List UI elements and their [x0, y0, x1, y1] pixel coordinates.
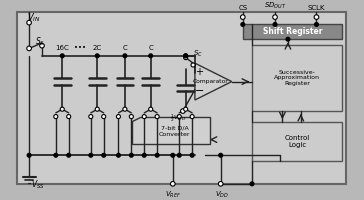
Text: Shift Register: Shift Register [263, 27, 322, 36]
Text: 16C: 16C [55, 45, 69, 51]
Circle shape [184, 54, 187, 58]
Circle shape [181, 109, 185, 113]
Circle shape [123, 54, 127, 58]
Circle shape [314, 23, 318, 26]
Circle shape [130, 153, 133, 157]
Circle shape [190, 115, 194, 119]
Circle shape [241, 15, 245, 19]
Circle shape [102, 153, 106, 157]
Polygon shape [132, 117, 210, 144]
Circle shape [60, 107, 64, 111]
Circle shape [54, 153, 58, 157]
Circle shape [102, 115, 106, 119]
Circle shape [177, 153, 181, 157]
Bar [243, 24, 342, 39]
Text: $\frac{1}{2}V_{DD}$: $\frac{1}{2}V_{DD}$ [170, 112, 186, 124]
Text: C: C [148, 45, 153, 51]
Text: •••: ••• [74, 45, 86, 51]
Circle shape [149, 107, 153, 111]
Text: $V_{DD}$: $V_{DD}$ [215, 189, 230, 200]
Circle shape [184, 56, 188, 60]
Circle shape [27, 20, 31, 25]
Text: $V_{SS}$: $V_{SS}$ [31, 178, 45, 191]
Circle shape [273, 15, 277, 19]
Circle shape [27, 153, 31, 157]
Circle shape [170, 182, 175, 186]
Circle shape [177, 115, 181, 119]
Bar [252, 122, 342, 161]
Bar [252, 45, 342, 111]
Circle shape [218, 182, 223, 186]
Text: $SD_{OUT}$: $SD_{OUT}$ [264, 0, 286, 11]
Circle shape [155, 153, 159, 157]
Text: $S_S$: $S_S$ [35, 36, 45, 48]
Text: Control
Logic: Control Logic [285, 135, 310, 148]
Text: 2C: 2C [93, 45, 102, 51]
Circle shape [286, 37, 290, 41]
Circle shape [27, 46, 31, 51]
Circle shape [67, 153, 71, 157]
Circle shape [155, 115, 159, 119]
Text: Comparator: Comparator [193, 79, 228, 84]
Circle shape [40, 43, 44, 48]
Text: $V_{IN}$: $V_{IN}$ [27, 12, 41, 24]
Text: C: C [123, 45, 127, 51]
Circle shape [123, 107, 127, 111]
Polygon shape [195, 63, 232, 100]
Text: 7-bit D/A
Converter: 7-bit D/A Converter [159, 126, 190, 137]
Circle shape [89, 153, 93, 157]
Text: +: + [195, 67, 203, 77]
Circle shape [129, 115, 133, 119]
Circle shape [149, 54, 153, 58]
Circle shape [184, 107, 188, 111]
Circle shape [273, 23, 277, 26]
Circle shape [250, 182, 254, 186]
Circle shape [241, 23, 245, 26]
Circle shape [142, 115, 146, 119]
Text: Successive-
Approximation
Register: Successive- Approximation Register [274, 70, 320, 86]
Circle shape [116, 115, 120, 119]
Text: CS: CS [238, 5, 248, 11]
Circle shape [116, 153, 120, 157]
Text: −: − [195, 86, 204, 96]
Circle shape [54, 115, 58, 119]
Circle shape [184, 54, 187, 58]
Circle shape [190, 153, 194, 157]
Text: SCLK: SCLK [308, 5, 325, 11]
Text: $S_C$: $S_C$ [193, 49, 203, 59]
Circle shape [60, 54, 64, 58]
Circle shape [314, 15, 319, 19]
Text: $V_{REF}$: $V_{REF}$ [165, 189, 181, 200]
Circle shape [95, 107, 99, 111]
Circle shape [171, 153, 175, 157]
Circle shape [67, 115, 71, 119]
Circle shape [89, 115, 93, 119]
Circle shape [142, 153, 146, 157]
Circle shape [191, 63, 195, 67]
Circle shape [95, 54, 99, 58]
Circle shape [219, 153, 222, 157]
